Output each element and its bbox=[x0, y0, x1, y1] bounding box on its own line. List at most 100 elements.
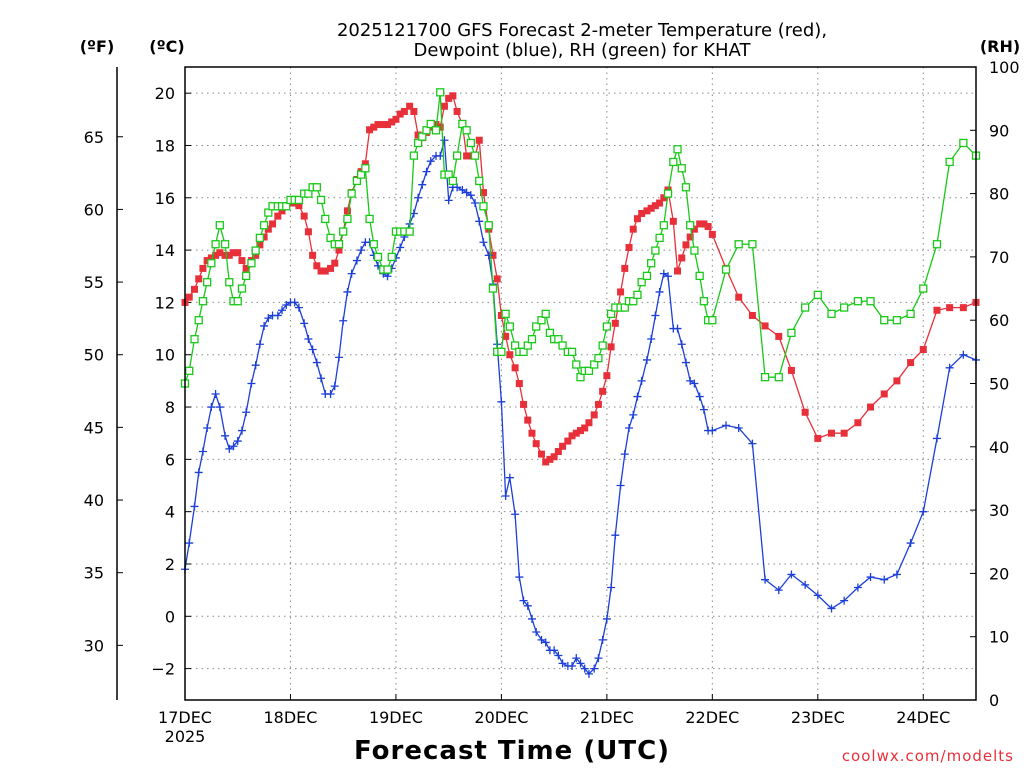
dewpoint-point bbox=[580, 664, 589, 673]
dewpoint-point bbox=[462, 188, 471, 197]
temperature-point bbox=[554, 448, 562, 456]
temperature-point bbox=[361, 160, 369, 168]
rh-point bbox=[642, 271, 652, 281]
rh-point bbox=[501, 309, 510, 319]
x-tick-label: 24DEC bbox=[896, 708, 950, 727]
dewpoint-point bbox=[584, 669, 593, 678]
temperature-point bbox=[321, 267, 329, 275]
temperature-point bbox=[814, 434, 822, 442]
rh-tick-label: 20 bbox=[989, 564, 1009, 583]
dewpoint-point bbox=[466, 191, 475, 200]
dewpoint-point bbox=[647, 335, 656, 344]
dewpoint-point bbox=[304, 335, 313, 344]
celsius-tick-label: 20 bbox=[155, 84, 175, 103]
rh-point bbox=[945, 157, 954, 167]
dewpoint-point bbox=[642, 355, 651, 364]
temperature-point bbox=[577, 427, 584, 435]
temperature-point bbox=[221, 251, 229, 259]
dewpoint-point bbox=[211, 389, 220, 398]
fahrenheit-tick-label: 45 bbox=[84, 418, 104, 437]
temperature-point bbox=[867, 403, 875, 411]
dewpoint-point bbox=[607, 583, 616, 592]
temperature-point bbox=[919, 345, 927, 353]
rh-point bbox=[365, 214, 374, 224]
celsius-axis: −2 0 2 4 6 8 10 12 14 16 18 20 bbox=[151, 84, 191, 679]
temperature-point bbox=[907, 359, 915, 367]
rh-point bbox=[734, 240, 743, 249]
rh-point bbox=[510, 341, 520, 350]
temperature-point bbox=[260, 233, 268, 241]
temperature-point bbox=[704, 223, 712, 231]
dewpoint-point bbox=[590, 664, 599, 673]
rh-point bbox=[919, 284, 928, 293]
rh-point bbox=[959, 138, 968, 148]
temperature-point bbox=[274, 212, 282, 220]
rh-point bbox=[444, 170, 453, 179]
temperature-point bbox=[238, 257, 246, 265]
dewpoint-point bbox=[568, 661, 577, 670]
temperature-point bbox=[748, 311, 756, 319]
rh-point bbox=[545, 328, 555, 338]
dewpoint-point bbox=[722, 421, 731, 430]
temperature-point bbox=[190, 285, 198, 293]
fahrenheit-tick-label: 30 bbox=[84, 636, 104, 655]
dewpoint-point bbox=[497, 397, 506, 406]
dewpoint-point bbox=[633, 392, 642, 401]
rh-point bbox=[185, 366, 194, 375]
rh-series bbox=[180, 88, 981, 388]
temperature-point bbox=[647, 204, 655, 212]
temperature-point bbox=[708, 230, 716, 238]
rh-point bbox=[677, 164, 686, 173]
temperature-point bbox=[674, 267, 682, 275]
dewpoint-point bbox=[471, 199, 480, 208]
dewpoint-point bbox=[677, 340, 686, 349]
rh-point bbox=[294, 195, 304, 205]
temperature-point bbox=[528, 429, 536, 437]
temperature-point bbox=[185, 293, 193, 301]
temperature-point bbox=[449, 92, 457, 100]
x-tick-label: 22DEC bbox=[685, 708, 739, 727]
dewpoint-point bbox=[523, 601, 532, 610]
dewpoint-point bbox=[339, 316, 348, 325]
temperature-point bbox=[225, 251, 233, 259]
temperature-point bbox=[775, 332, 783, 340]
dewpoint-point bbox=[484, 251, 493, 260]
rh-point bbox=[211, 240, 220, 249]
temperature-point bbox=[396, 110, 404, 118]
rh-point bbox=[567, 347, 577, 357]
rh-point bbox=[647, 259, 656, 268]
rh-tick-label: 60 bbox=[989, 311, 1009, 330]
rh-point bbox=[488, 284, 498, 293]
dewpoint-point bbox=[945, 363, 954, 372]
temperature-point bbox=[331, 259, 339, 267]
rh-tick-label: 90 bbox=[989, 121, 1009, 140]
rh-point bbox=[721, 265, 731, 274]
dewpoint-point bbox=[334, 353, 343, 362]
rh-point bbox=[787, 328, 796, 338]
x-tick-label: 23DEC bbox=[791, 708, 845, 727]
temperature-point bbox=[854, 419, 862, 427]
dewpoint-point bbox=[734, 423, 743, 432]
rh-point bbox=[527, 335, 537, 344]
rh-point bbox=[242, 271, 251, 281]
temperature-point bbox=[594, 400, 602, 408]
dewpoint-point bbox=[515, 573, 524, 582]
celsius-tick-label: 6 bbox=[165, 450, 175, 469]
chart-title-line-2: Dewpoint (blue), RH (green) for KHAT bbox=[414, 40, 752, 61]
temperature-point bbox=[392, 115, 400, 123]
temperature-point bbox=[682, 241, 690, 249]
dewpoint-point bbox=[242, 408, 251, 417]
x-year-label: 2025 bbox=[165, 727, 206, 746]
dewpoint-point bbox=[787, 570, 796, 579]
rh-point bbox=[708, 316, 717, 325]
temperature-point bbox=[379, 121, 387, 129]
temperature-point bbox=[532, 440, 540, 448]
temperature-point bbox=[493, 275, 501, 283]
dewpoint-point bbox=[203, 423, 212, 432]
dewpoint-point bbox=[357, 246, 366, 255]
rh-point bbox=[686, 221, 695, 230]
dewpoint-point bbox=[550, 646, 559, 655]
temperature-point bbox=[440, 102, 448, 110]
temperature-point bbox=[542, 458, 550, 466]
rh-point bbox=[906, 309, 915, 319]
